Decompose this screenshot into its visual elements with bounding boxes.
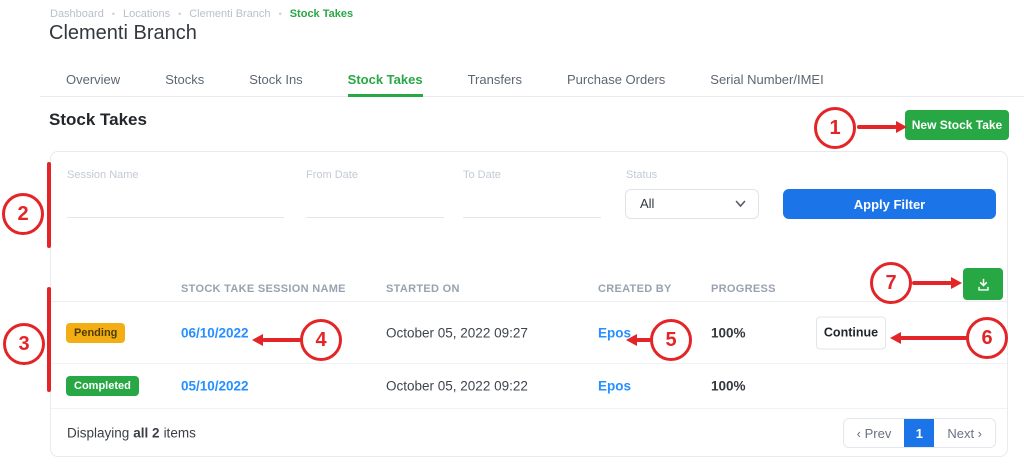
section-title: Stock Takes <box>49 110 147 129</box>
breadcrumb: Dashboard • Locations • Clementi Branch … <box>50 8 353 20</box>
tab-purchase-orders[interactable]: Purchase Orders <box>567 72 666 87</box>
annotation-circle-3: 3 <box>3 323 45 365</box>
from-date-label: From Date <box>306 169 358 181</box>
breadcrumb-separator: • <box>278 9 282 19</box>
continue-button[interactable]: Continue <box>816 316 886 349</box>
created-by-link[interactable]: Epos <box>598 378 632 394</box>
session-name-label: Session Name <box>67 169 139 181</box>
table-footer: Displaying all 2 items ‹ Prev 1 Next › <box>51 409 1007 457</box>
breadcrumb-locations[interactable]: Locations <box>122 8 171 20</box>
breadcrumb-separator: • <box>178 9 182 19</box>
apply-filter-button[interactable]: Apply Filter <box>783 189 996 219</box>
status-label: Status <box>626 169 658 181</box>
tab-overview[interactable]: Overview <box>66 72 121 87</box>
tab-bar: Overview Stocks Stock Ins Stock Takes Tr… <box>40 70 1024 97</box>
session-name-input[interactable] <box>67 189 284 218</box>
summary-prefix: Displaying <box>67 425 130 441</box>
download-tray-icon <box>977 278 989 291</box>
breadcrumb-stock-takes: Stock Takes <box>289 8 354 20</box>
status-badge: Pending <box>66 322 126 343</box>
chevron-down-icon <box>735 200 746 208</box>
status-select-value: All <box>640 196 655 211</box>
breadcrumb-clementi-branch[interactable]: Clementi Branch <box>189 8 271 20</box>
status-badge: Completed <box>66 376 139 396</box>
session-name-link[interactable]: 06/10/2022 <box>181 325 249 340</box>
session-name-link[interactable]: 05/10/2022 <box>181 378 249 394</box>
next-page-button[interactable]: Next › <box>947 425 982 441</box>
stock-takes-card: Session Name From Date To Date Status Al… <box>50 151 1008 457</box>
items-summary: Displaying all 2 items <box>67 426 196 441</box>
annotation-circle-2: 2 <box>2 193 44 235</box>
breadcrumb-separator: • <box>111 9 115 19</box>
annotation-arrow-line <box>857 125 897 129</box>
column-header-started: STARTED ON <box>386 283 460 295</box>
tab-stocks[interactable]: Stocks <box>165 72 205 87</box>
column-header-created-by: CREATED BY <box>598 283 672 295</box>
page-title: Clementi Branch <box>49 22 197 44</box>
tab-stock-takes[interactable]: Stock Takes <box>347 70 423 97</box>
breadcrumb-dashboard[interactable]: Dashboard <box>50 8 104 20</box>
download-button[interactable] <box>963 268 1003 300</box>
current-page-button[interactable]: 1 <box>904 419 935 447</box>
to-date-label: To Date <box>463 169 501 181</box>
tab-transfers[interactable]: Transfers <box>467 72 523 87</box>
table-header-divider <box>51 301 1007 302</box>
prev-page-button[interactable]: ‹ Prev <box>856 425 892 441</box>
from-date-input[interactable] <box>306 189 444 218</box>
table-row: Completed 05/10/2022 October 05, 2022 09… <box>51 364 1007 409</box>
progress-value: 100% <box>711 378 746 394</box>
annotation-circle-1: 1 <box>814 107 856 149</box>
to-date-input[interactable] <box>463 189 601 218</box>
progress-value: 100% <box>711 325 746 340</box>
started-on-value: October 05, 2022 09:27 <box>386 325 528 340</box>
created-by-link[interactable]: Epos <box>598 325 632 340</box>
summary-count: all 2 <box>133 425 160 441</box>
summary-suffix: items <box>163 425 196 441</box>
tab-stock-ins[interactable]: Stock Ins <box>249 72 303 87</box>
table-row: Pending 06/10/2022 October 05, 2022 09:2… <box>51 302 1007 364</box>
column-header-progress: PROGRESS <box>711 283 776 295</box>
status-select[interactable]: All <box>625 189 759 219</box>
column-header-session: STOCK TAKE SESSION NAME <box>181 283 346 295</box>
pagination: ‹ Prev 1 Next › <box>842 418 996 448</box>
started-on-value: October 05, 2022 09:22 <box>386 378 528 394</box>
tab-serial-number-imei[interactable]: Serial Number/IMEI <box>710 72 824 87</box>
new-stock-take-button[interactable]: New Stock Take <box>905 110 1009 140</box>
